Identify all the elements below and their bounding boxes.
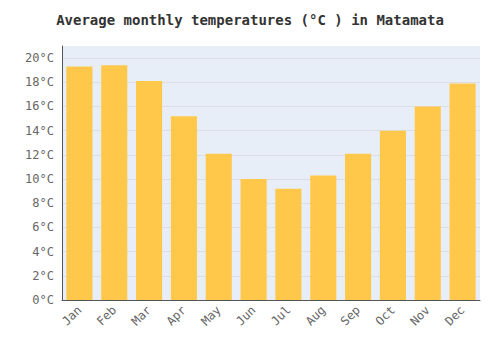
svg-text:2°C: 2°C	[32, 269, 54, 283]
svg-text:16°C: 16°C	[25, 99, 54, 113]
svg-text:12°C: 12°C	[25, 148, 54, 162]
svg-text:Average monthly temperatures (: Average monthly temperatures (°C ) in Ma…	[56, 12, 444, 28]
svg-text:0°C: 0°C	[32, 293, 54, 307]
svg-text:Aug: Aug	[303, 303, 328, 328]
svg-text:20°C: 20°C	[25, 51, 54, 65]
svg-text:18°C: 18°C	[25, 75, 54, 89]
svg-text:Jun: Jun	[233, 303, 258, 328]
svg-text:Dec: Dec	[442, 303, 467, 328]
svg-text:Apr: Apr	[164, 303, 189, 328]
svg-text:Jan: Jan	[59, 303, 84, 328]
svg-text:Mar: Mar	[129, 303, 154, 328]
svg-text:4°C: 4°C	[32, 245, 54, 259]
svg-text:Sep: Sep	[338, 303, 363, 328]
svg-text:Jul: Jul	[268, 303, 293, 328]
svg-text:Oct: Oct	[373, 303, 398, 328]
svg-text:Nov: Nov	[407, 303, 432, 328]
svg-text:10°C: 10°C	[25, 172, 54, 186]
svg-text:May: May	[198, 303, 223, 328]
svg-text:Feb: Feb	[94, 303, 119, 328]
svg-text:14°C: 14°C	[25, 124, 54, 138]
svg-text:8°C: 8°C	[32, 196, 54, 210]
svg-text:6°C: 6°C	[32, 220, 54, 234]
